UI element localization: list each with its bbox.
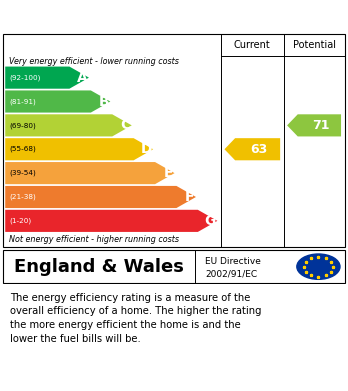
Text: (81-91): (81-91) [9,98,36,105]
Text: (21-38): (21-38) [9,194,36,200]
Text: F: F [185,190,195,204]
Polygon shape [5,210,218,232]
Text: The energy efficiency rating is a measure of the
overall efficiency of a home. T: The energy efficiency rating is a measur… [10,293,262,344]
Text: EU Directive: EU Directive [205,257,261,266]
Polygon shape [5,114,132,136]
Text: Potential: Potential [293,40,335,50]
Polygon shape [5,186,196,208]
Text: Current: Current [234,40,271,50]
Text: B: B [98,95,109,109]
Text: (55-68): (55-68) [9,146,36,152]
Text: A: A [77,71,88,84]
Polygon shape [5,138,153,160]
Text: D: D [140,142,152,156]
Text: (69-80): (69-80) [9,122,36,129]
Text: Not energy efficient - higher running costs: Not energy efficient - higher running co… [9,235,179,244]
Text: (92-100): (92-100) [9,74,41,81]
Text: Energy Efficiency Rating: Energy Efficiency Rating [9,9,230,23]
Polygon shape [287,114,341,136]
Polygon shape [224,138,280,160]
Text: E: E [164,166,173,180]
Text: C: C [120,118,130,133]
Text: (1-20): (1-20) [9,218,32,224]
Text: England & Wales: England & Wales [14,258,184,276]
Text: (39-54): (39-54) [9,170,36,176]
Text: G: G [205,214,216,228]
Text: 63: 63 [251,143,268,156]
Polygon shape [5,66,89,89]
Polygon shape [5,90,110,113]
Ellipse shape [297,254,340,279]
Text: Very energy efficient - lower running costs: Very energy efficient - lower running co… [9,57,179,66]
Polygon shape [5,162,175,184]
Text: 2002/91/EC: 2002/91/EC [205,269,258,278]
Text: 71: 71 [313,119,330,132]
